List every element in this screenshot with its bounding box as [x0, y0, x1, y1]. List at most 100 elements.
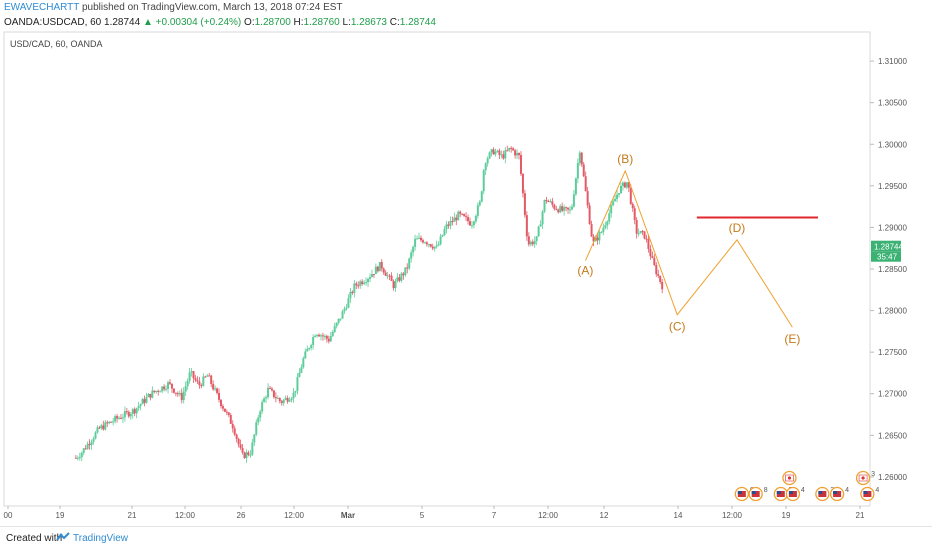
candle-body [349, 291, 352, 299]
candle-body [619, 185, 622, 194]
candle-body [378, 261, 381, 272]
candle-body [80, 452, 83, 458]
candle-body [525, 215, 528, 237]
candle-body [216, 388, 219, 393]
candle-body [431, 246, 434, 249]
candle-body [225, 411, 228, 413]
event-count: 4 [801, 487, 805, 494]
canada-event-flag-icon[interactable]: 3 [855, 470, 876, 486]
candle-body [572, 194, 575, 207]
candle-body [180, 392, 183, 401]
chart-pane[interactable] [3, 31, 871, 507]
candle-body [574, 178, 577, 195]
candle-body [227, 412, 230, 416]
candle-body [625, 182, 628, 188]
high-label: H: [293, 17, 304, 28]
candle-body [506, 150, 509, 152]
candle-body [484, 163, 487, 171]
candle-body [535, 236, 538, 242]
wave-path [584, 169, 793, 328]
candle-body [474, 215, 477, 222]
wave-label: (C) [669, 320, 686, 334]
candle-body [308, 347, 311, 350]
candle-body [219, 399, 222, 407]
price-tick-label: 1.31000 [878, 57, 907, 66]
candle-body [76, 457, 79, 459]
candle-body [116, 416, 119, 419]
candle-body [623, 182, 626, 188]
time-tick-label: 21 [856, 511, 865, 520]
tradingview-brand[interactable]: TradingView [73, 533, 129, 544]
candle-body [288, 400, 291, 402]
candle-body [435, 245, 438, 247]
close-label: C: [389, 17, 400, 28]
candle-body [519, 155, 522, 174]
candle-body [280, 401, 283, 404]
candle-body [263, 398, 266, 403]
candle-body [186, 380, 189, 387]
candle-body [433, 246, 436, 249]
candle-body [547, 201, 550, 203]
candle-body [178, 392, 181, 395]
author-link[interactable]: EWAVECHARTT [4, 2, 80, 13]
candle-body [172, 388, 175, 393]
price-chart[interactable]: USD/CAD, 60, OANDA (A) (B) (C) (D) (E) 1.310… [0, 30, 932, 526]
candle-body [386, 275, 389, 277]
candle-body [521, 173, 524, 194]
candle-body [388, 275, 391, 277]
wave-label: (E) [784, 332, 800, 346]
candle-body [449, 220, 452, 226]
us-event-flag-icon[interactable]: 8 [748, 486, 768, 502]
candle-body [329, 336, 332, 342]
candle-body [627, 182, 630, 188]
us-event-flag-icon[interactable]: 4 [860, 486, 880, 502]
candle-body [235, 434, 238, 439]
time-tick-label: 12:00 [284, 511, 305, 520]
candle-body [304, 351, 307, 359]
time-tick-label: 5 [420, 511, 425, 520]
chart-header: EWAVECHARTT published on TradingView.com… [4, 2, 924, 30]
candle-body [88, 443, 91, 446]
candle-body [402, 273, 405, 276]
candle-body [490, 149, 493, 153]
candle-body [92, 438, 95, 442]
candle-body [168, 382, 171, 384]
candle-body [518, 153, 521, 156]
flag-canton [818, 491, 823, 494]
candle-body [318, 334, 321, 337]
candle-body [223, 408, 226, 412]
candle-body [131, 409, 134, 414]
us-event-flag-icon[interactable]: 4 [829, 486, 850, 502]
candle-body [125, 411, 128, 413]
event-count: 3 [871, 471, 875, 478]
candle-body [527, 236, 530, 245]
elliott-wave-overlay: (A) (B) (C) (D) (E) [577, 152, 800, 346]
price-axis[interactable]: 1.31000 1.30500 1.30000 1.29500 1.29000 1.285… [870, 57, 907, 482]
time-axis[interactable]: 00 19 21 12:00 26 12:00 Mar 5 7 12:00 12 14 12:00 19 2… [4, 506, 865, 520]
flag-canton [863, 491, 868, 494]
candle-body [321, 335, 324, 337]
candle-body [165, 388, 168, 390]
candle-body [537, 226, 540, 237]
tradingview-logo-icon[interactable] [56, 531, 70, 543]
candle-body [427, 244, 430, 246]
candle-body [457, 211, 460, 221]
candle-body [645, 238, 648, 240]
candle-body [327, 338, 330, 342]
candle-body [376, 266, 379, 272]
candle-body [110, 421, 113, 423]
candle-body [482, 170, 485, 192]
candle-body [74, 457, 77, 459]
candle-body [410, 252, 413, 259]
us-event-flag-icon[interactable]: 4 [785, 486, 805, 502]
candle-body [539, 224, 542, 227]
candle-body [380, 261, 383, 269]
canada-event-flag-icon[interactable] [782, 470, 797, 486]
candle-body [323, 335, 326, 337]
candle-body [267, 387, 270, 398]
candle-body [567, 207, 570, 210]
candle-body [472, 221, 475, 226]
candle-body [555, 208, 558, 210]
candle-body [204, 376, 207, 378]
candle-body [606, 221, 609, 226]
